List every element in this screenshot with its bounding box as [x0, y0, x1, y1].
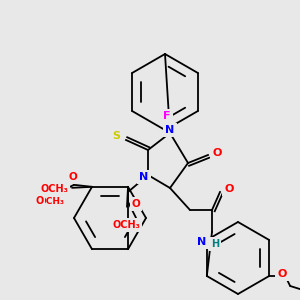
- Text: OCH₃: OCH₃: [40, 184, 68, 194]
- Text: H: H: [211, 239, 219, 249]
- Text: N: N: [165, 125, 175, 135]
- Text: O: O: [224, 184, 234, 194]
- Text: S: S: [112, 131, 120, 141]
- Text: O: O: [69, 172, 77, 182]
- Text: F: F: [163, 111, 171, 121]
- Text: O: O: [36, 196, 44, 206]
- Text: OCH₃: OCH₃: [39, 197, 65, 206]
- Text: N: N: [197, 237, 207, 247]
- Text: OCH₃: OCH₃: [112, 220, 140, 230]
- Text: O: O: [212, 148, 222, 158]
- Text: N: N: [140, 172, 148, 182]
- Text: O: O: [278, 269, 287, 279]
- Text: O: O: [132, 199, 140, 209]
